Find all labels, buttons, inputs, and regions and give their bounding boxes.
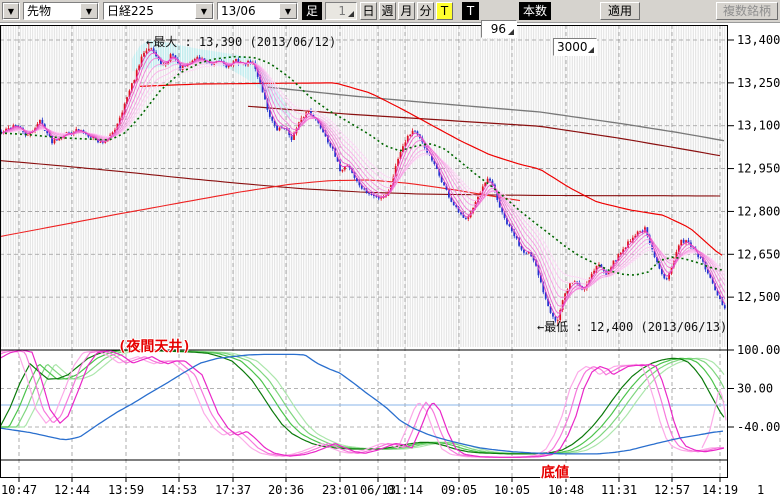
toolbar: ▼ 先物 ▼ 日経225 ▼ 13/06 ▼ 足 1 日 週 月 分 T T 9… — [0, 0, 780, 56]
unit-week-button[interactable]: 週 — [379, 2, 396, 20]
osc-axis-label: -40.00 — [737, 420, 780, 434]
time-axis-label: 06/13 — [360, 483, 396, 497]
ashi-label: 足 — [302, 2, 322, 20]
osc-magenta-line — [0, 349, 725, 458]
time-axis-label: 11:31 — [601, 483, 637, 497]
price-axis-label: 12,950 — [737, 162, 780, 176]
honsu-value-stepper[interactable]: 3000 — [553, 38, 597, 56]
chart-type-combo[interactable]: ▼ — [2, 2, 20, 20]
time-axis-label: 20:36 — [268, 483, 304, 497]
time-axis-label: 14:19 — [702, 483, 738, 497]
contract-month-combo[interactable]: 13/06 ▼ — [217, 2, 298, 20]
osc-axis-label: 30.00 — [737, 382, 773, 396]
multi-symbol-button[interactable]: 複数銘柄 — [716, 2, 778, 20]
time-axis-label: 12:44 — [54, 483, 90, 497]
ma-green-dotted — [0, 55, 725, 276]
t-label: T — [462, 2, 479, 20]
plot-border — [0, 25, 728, 478]
time-axis-label: 10:48 — [548, 483, 584, 497]
time-axis-label: 09:05 — [441, 483, 477, 497]
night-ceiling-annotation: (夜間天井) — [118, 339, 191, 355]
tick-toggle-button[interactable]: T — [436, 2, 453, 20]
ma-maroon-left — [0, 160, 721, 197]
osc-axis-label: 100.00 — [737, 343, 780, 357]
time-axis-label: 23:01 — [322, 483, 358, 497]
time-axis-label: 01:14 — [387, 483, 423, 497]
bottom-price-annotation: 底値 — [541, 465, 569, 481]
contract-month-value: 13/06 — [221, 4, 256, 18]
price-axis-label: 13,100 — [737, 119, 780, 133]
chevron-down-icon[interactable]: ▼ — [3, 3, 19, 19]
ma-gray — [267, 86, 725, 142]
chevron-down-icon[interactable]: ▼ — [279, 3, 297, 19]
chevron-down-icon[interactable]: ▼ — [80, 3, 98, 19]
apply-button[interactable]: 適用 — [600, 2, 640, 20]
ma-red — [139, 82, 723, 256]
instrument-combo[interactable]: 先物 ▼ — [23, 2, 99, 20]
unit-day-button[interactable]: 日 — [360, 2, 377, 20]
max-annotation: ←最大 : 13,390 (2013/06/12) — [146, 35, 337, 49]
honsu-label: 本数 — [519, 2, 551, 20]
time-axis-label: 17:37 — [215, 483, 251, 497]
min-annotation: ←最低 : 12,400 (2013/06/13) — [537, 320, 728, 334]
price-axis-label: 12,650 — [737, 247, 780, 261]
ema-ribbon-line — [1, 57, 726, 307]
ma-red-left — [0, 179, 521, 238]
osc-magenta-spike — [701, 389, 727, 449]
ema-ribbon-line — [1, 49, 726, 319]
time-axis-label: 12:57 — [654, 483, 690, 497]
unit-month-button[interactable]: 月 — [398, 2, 415, 20]
osc-blue-line — [0, 353, 724, 455]
unit-minute-button[interactable]: 分 — [417, 2, 434, 20]
t-value-stepper[interactable]: 96 — [481, 20, 517, 38]
price-axis-label: 12,500 — [737, 290, 780, 304]
time-axis-label: 14:53 — [161, 483, 197, 497]
price-axis-label: 13,400 — [737, 33, 780, 47]
ema-ribbon-line — [1, 61, 726, 291]
ma-maroon — [247, 105, 721, 157]
main-plot-hatch — [0, 25, 728, 347]
ema-ribbon-line — [1, 60, 726, 299]
symbol-combo[interactable]: 日経225 ▼ — [103, 2, 214, 20]
price-axis-label: 12,800 — [737, 204, 780, 218]
price-axis-label: 13,250 — [737, 76, 780, 90]
time-axis-label: 10:05 — [494, 483, 530, 497]
chevron-down-icon[interactable]: ▼ — [195, 3, 213, 19]
time-axis-label: 1 — [757, 483, 764, 497]
time-axis-label: 13:59 — [108, 483, 144, 497]
instrument-value: 先物 — [27, 4, 52, 18]
symbol-value: 日経225 — [107, 4, 154, 18]
interval-stepper[interactable]: 1 — [325, 2, 357, 20]
time-axis-label: 10:47 — [1, 483, 37, 497]
